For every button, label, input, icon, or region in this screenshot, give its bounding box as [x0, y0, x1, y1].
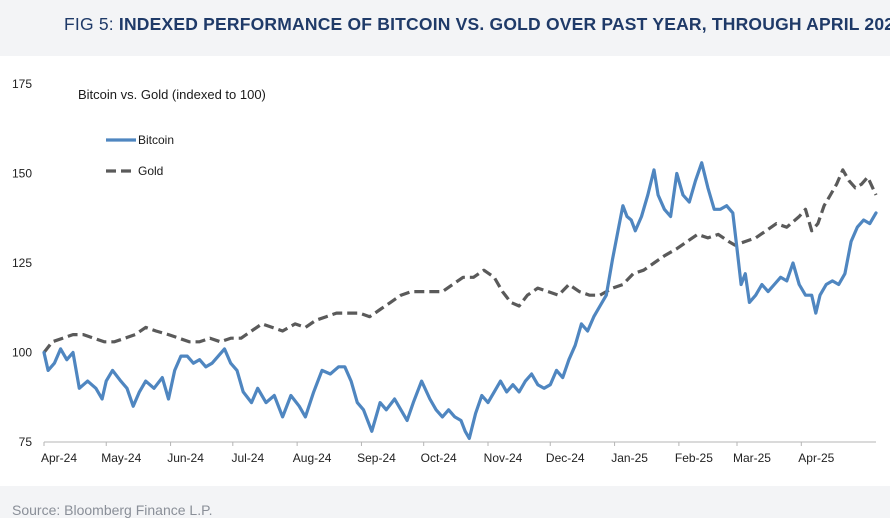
x-tick-label: Apr-25 — [798, 451, 834, 465]
x-tick-label: Aug-24 — [293, 451, 332, 465]
chart-title: Bitcoin vs. Gold (indexed to 100) — [78, 87, 266, 102]
figure-title-text: INDEXED PERFORMANCE OF BITCOIN VS. GOLD … — [118, 14, 890, 34]
y-axis: 75 100 125 150 175 — [12, 77, 32, 449]
series-layer — [42, 161, 878, 440]
y-tick-label: 75 — [19, 435, 33, 449]
x-tick-label: May-24 — [101, 451, 141, 465]
y-tick-label: 150 — [12, 167, 32, 181]
bitcoin-line — [42, 161, 878, 440]
gold-legend-label: Gold — [138, 164, 163, 178]
figure-title: FIG 5: INDEXED PERFORMANCE OF BITCOIN VS… — [64, 14, 890, 35]
x-tick-label: Oct-24 — [421, 451, 457, 465]
x-tick-label: Sep-24 — [357, 451, 396, 465]
x-tick-label: Jan-25 — [611, 451, 648, 465]
y-tick-label: 100 — [12, 346, 32, 360]
x-axis: Apr-24 May-24 Jun-24 Jul-24 Aug-24 Sep-24 Oct-… — [41, 441, 876, 465]
x-tick-label: Dec-24 — [546, 451, 585, 465]
gold-line — [42, 168, 878, 354]
y-tick-label: 125 — [12, 256, 32, 270]
x-tick-label: Feb-25 — [675, 451, 713, 465]
x-tick-label: Nov-24 — [484, 451, 523, 465]
legend: Bitcoin Gold — [106, 133, 174, 178]
figure-label: FIG 5: — [64, 14, 119, 34]
bitcoin-legend-label: Bitcoin — [138, 133, 174, 147]
chart-panel: 75 100 125 150 175 Apr-24 May-24 Jun-24 Jul-24 A… — [0, 56, 890, 486]
x-tick-label: Mar-25 — [733, 451, 771, 465]
x-tick-label: Jul-24 — [231, 451, 264, 465]
x-tick-label: Apr-24 — [41, 451, 77, 465]
x-tick-label: Jun-24 — [167, 451, 204, 465]
y-tick-label: 175 — [12, 77, 32, 91]
figure-header: FIG 5: INDEXED PERFORMANCE OF BITCOIN VS… — [0, 0, 890, 56]
source-note: Source: Bloomberg Finance L.P. — [12, 502, 213, 518]
